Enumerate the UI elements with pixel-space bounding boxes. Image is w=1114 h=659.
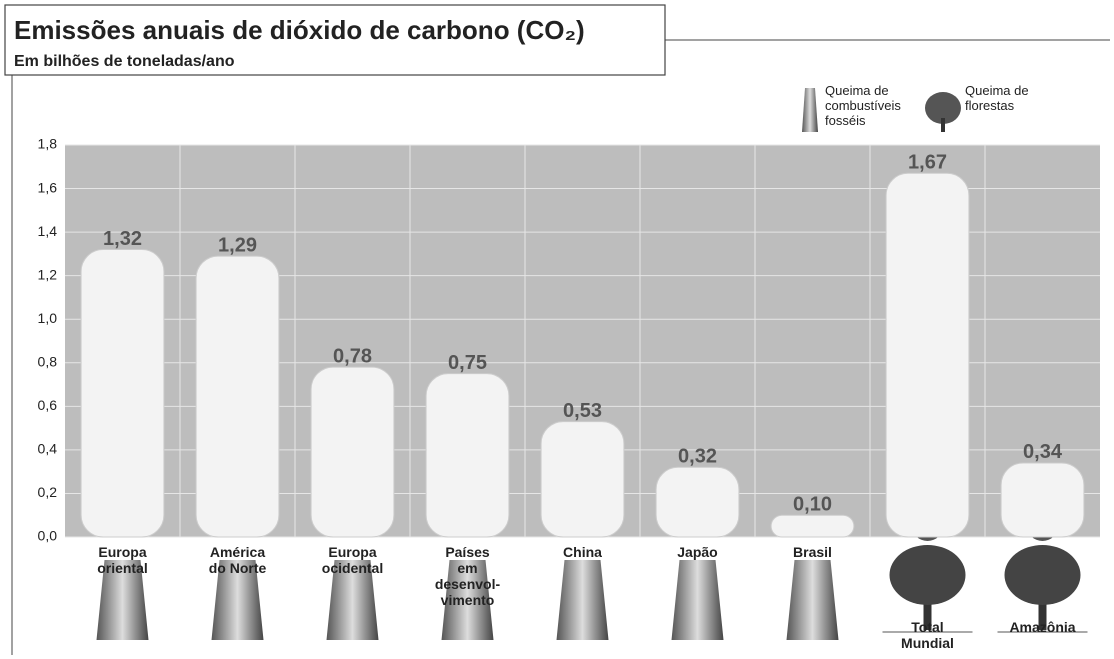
- y-tick-label: 1,0: [38, 310, 58, 326]
- y-tick-label: 1,6: [38, 179, 58, 195]
- value-label: 1,32: [103, 228, 142, 250]
- chart: Emissões anuais de dióxido de carbono (C…: [0, 0, 1114, 659]
- y-tick-label: 1,2: [38, 266, 58, 282]
- chart-title: Emissões anuais de dióxido de carbono (C…: [14, 15, 585, 45]
- bar: [541, 422, 624, 537]
- value-label: 1,67: [908, 152, 947, 174]
- y-tick-label: 0,2: [38, 484, 58, 500]
- x-tick-label: Brasil: [793, 544, 832, 560]
- value-label: 0,75: [448, 352, 487, 374]
- bar: [81, 250, 164, 537]
- x-tick-label: Japão: [677, 544, 717, 560]
- bar: [1001, 463, 1084, 537]
- x-tick-label: China: [563, 544, 602, 560]
- value-label: 0,10: [793, 494, 832, 516]
- x-tick-label: Amazônia: [1009, 619, 1075, 635]
- value-label: 0,32: [678, 446, 717, 468]
- y-tick-label: 0,4: [38, 441, 58, 457]
- bar: [656, 467, 739, 537]
- chimney: [557, 560, 609, 640]
- tree-crown: [890, 545, 966, 605]
- value-label: 0,53: [563, 400, 602, 422]
- legend-icon: [802, 88, 818, 132]
- chart-subtitle: Em bilhões de toneladas/ano: [14, 53, 235, 70]
- chimney: [672, 560, 724, 640]
- bar: [886, 173, 969, 537]
- y-tick-label: 0,6: [38, 397, 58, 413]
- y-tick-label: 1,8: [38, 136, 58, 152]
- y-tick-label: 0,0: [38, 528, 58, 544]
- tree-crown: [1005, 545, 1081, 605]
- y-tick-label: 0,8: [38, 353, 58, 369]
- y-tick-label: 1,4: [38, 223, 58, 239]
- legend-icon: [941, 118, 945, 132]
- bar: [426, 374, 509, 537]
- value-label: 0,34: [1023, 441, 1063, 463]
- bar: [311, 367, 394, 537]
- value-label: 0,78: [333, 345, 372, 367]
- bar: [196, 256, 279, 537]
- chimney: [787, 560, 839, 640]
- value-label: 1,29: [218, 234, 257, 256]
- bar: [771, 515, 854, 537]
